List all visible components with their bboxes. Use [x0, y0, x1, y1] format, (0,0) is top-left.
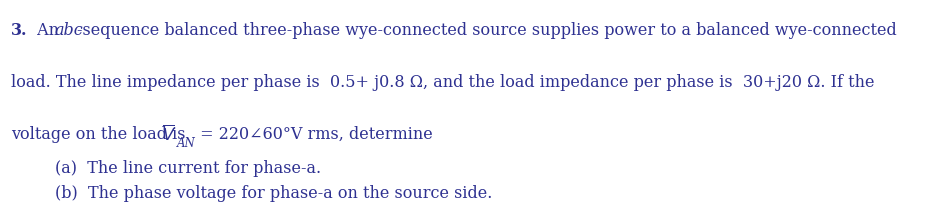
Text: (a)  The line current for phase-a.: (a) The line current for phase-a. — [55, 160, 321, 177]
Text: voltage on the load is: voltage on the load is — [11, 126, 191, 143]
Text: abc: abc — [55, 22, 83, 39]
Text: = 220∠60°V rms, determine: = 220∠60°V rms, determine — [195, 126, 433, 143]
Text: AN: AN — [176, 137, 195, 150]
Text: (b)  The phase voltage for phase-a on the source side.: (b) The phase voltage for phase-a on the… — [55, 185, 492, 202]
Text: 3.: 3. — [11, 22, 27, 39]
Text: An: An — [32, 22, 64, 39]
Text: $\overline{V}$: $\overline{V}$ — [163, 126, 176, 146]
Text: -sequence balanced three-phase wye-connected source supplies power to a balanced: -sequence balanced three-phase wye-conne… — [77, 22, 897, 39]
Text: load. The line impedance per phase is  0.5+ j0.8 Ω, and the load impedance per p: load. The line impedance per phase is 0.… — [11, 74, 875, 91]
